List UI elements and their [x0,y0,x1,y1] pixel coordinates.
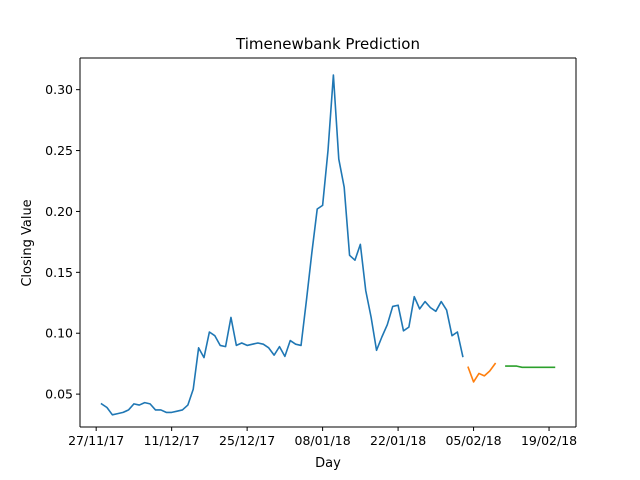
y-tick-label: 0.15 [45,265,73,280]
x-tick-label: 05/02/18 [445,433,501,448]
axes-frame [79,57,577,428]
x-tick-label: 19/02/18 [521,433,577,448]
series-line-1 [100,74,464,416]
series-line-3 [505,365,556,369]
y-tick-label: 0.05 [45,387,73,402]
y-tick-label: 0.25 [45,143,73,158]
x-tick-label: 22/01/18 [370,433,426,448]
x-tick-label: 08/01/18 [295,433,351,448]
y-axis-ticks: 0.05 0.10 0.15 0.20 0.25 0.30 [45,82,80,402]
x-tick-label: 11/12/17 [144,433,200,448]
x-axis-label: Day [315,456,341,471]
x-tick-label: 27/11/17 [68,433,124,448]
series-layer [100,74,556,416]
x-axis-ticks: 27/11/17 11/12/17 25/12/17 08/01/18 22/01/18… [68,427,577,448]
y-axis-label: Closing Value [20,199,35,286]
chart-title: Timenewbank Prediction [235,35,420,53]
y-tick-label: 0.20 [45,204,73,219]
series-line-2 [467,362,497,383]
plot-area [80,58,576,427]
y-tick-label: 0.10 [45,326,73,341]
x-tick-label: 25/12/17 [219,433,275,448]
y-tick-label: 0.30 [45,82,73,97]
